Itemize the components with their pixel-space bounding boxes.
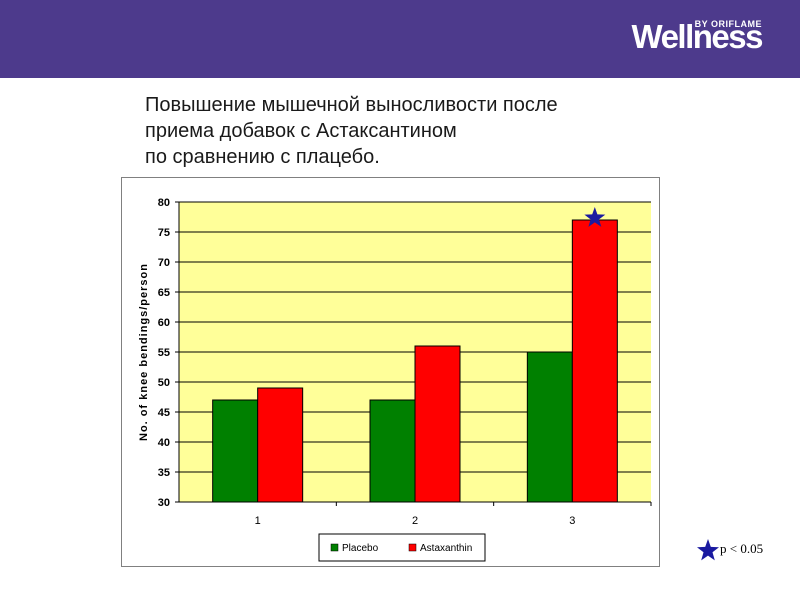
significance-text: p < 0.05: [720, 541, 764, 556]
y-tick-label: 60: [158, 317, 170, 329]
bar-placebo-2: [369, 399, 416, 503]
legend-box: [318, 533, 486, 562]
bar-astaxanthin-1: [257, 387, 304, 503]
title-line-2: приема добавок с Астаксантином: [145, 120, 457, 142]
title-line-1: Повышение мышечной выносливости после: [145, 94, 558, 116]
x-tick-label: 3: [569, 515, 575, 527]
y-tick-label: 70: [158, 257, 170, 269]
star-icon: [584, 207, 606, 227]
y-tick-label: 80: [158, 197, 170, 209]
y-tick-label: 45: [158, 407, 170, 419]
y-tick-label: 50: [158, 377, 170, 389]
legend-label-astaxanthin: Astaxanthin: [420, 543, 472, 554]
y-axis-label: No. of knee bendings/person: [138, 263, 150, 441]
y-tick-label: 35: [158, 467, 170, 479]
bar-astaxanthin-2: [414, 345, 461, 503]
bar-placebo-1: [212, 399, 259, 503]
x-tick-label: 1: [255, 515, 261, 527]
slide-title: Повышение мышечной выносливости после пр…: [145, 92, 625, 170]
bar-placebo-3: [526, 351, 573, 503]
logo-wellness: Wellness: [631, 18, 764, 55]
y-tick-label: 55: [158, 347, 170, 359]
x-tick-label: 2: [412, 515, 418, 527]
logo-by-oriflame: BY ORIFLAME: [694, 19, 762, 29]
y-tick-label: 75: [158, 227, 170, 239]
bar-chart: 30 35 40 45 50 55 60 65 70 75 80 1 2 3 No. of knee ben…: [138, 197, 652, 562]
y-tick-label: 40: [158, 437, 170, 449]
significance-legend: [697, 539, 719, 561]
star-icon: [697, 539, 719, 561]
y-tick-label: 30: [158, 497, 170, 509]
legend-swatch-placebo: [330, 543, 339, 552]
chart-frame: 30 35 40 45 50 55 60 65 70 75 80 1 2 3 No. of knee ben…: [121, 177, 660, 567]
title-line-3: по сравнению с плацебо.: [145, 146, 380, 168]
bar-astaxanthin-3: [571, 219, 618, 503]
legend-label-placebo: Placebo: [342, 543, 379, 554]
y-tick-label: 65: [158, 287, 170, 299]
wellness-logo: BY ORIFLAME Wellness: [631, 18, 764, 55]
legend-swatch-astaxanthin: [408, 543, 417, 552]
header-bar: BY ORIFLAME Wellness: [0, 0, 800, 78]
